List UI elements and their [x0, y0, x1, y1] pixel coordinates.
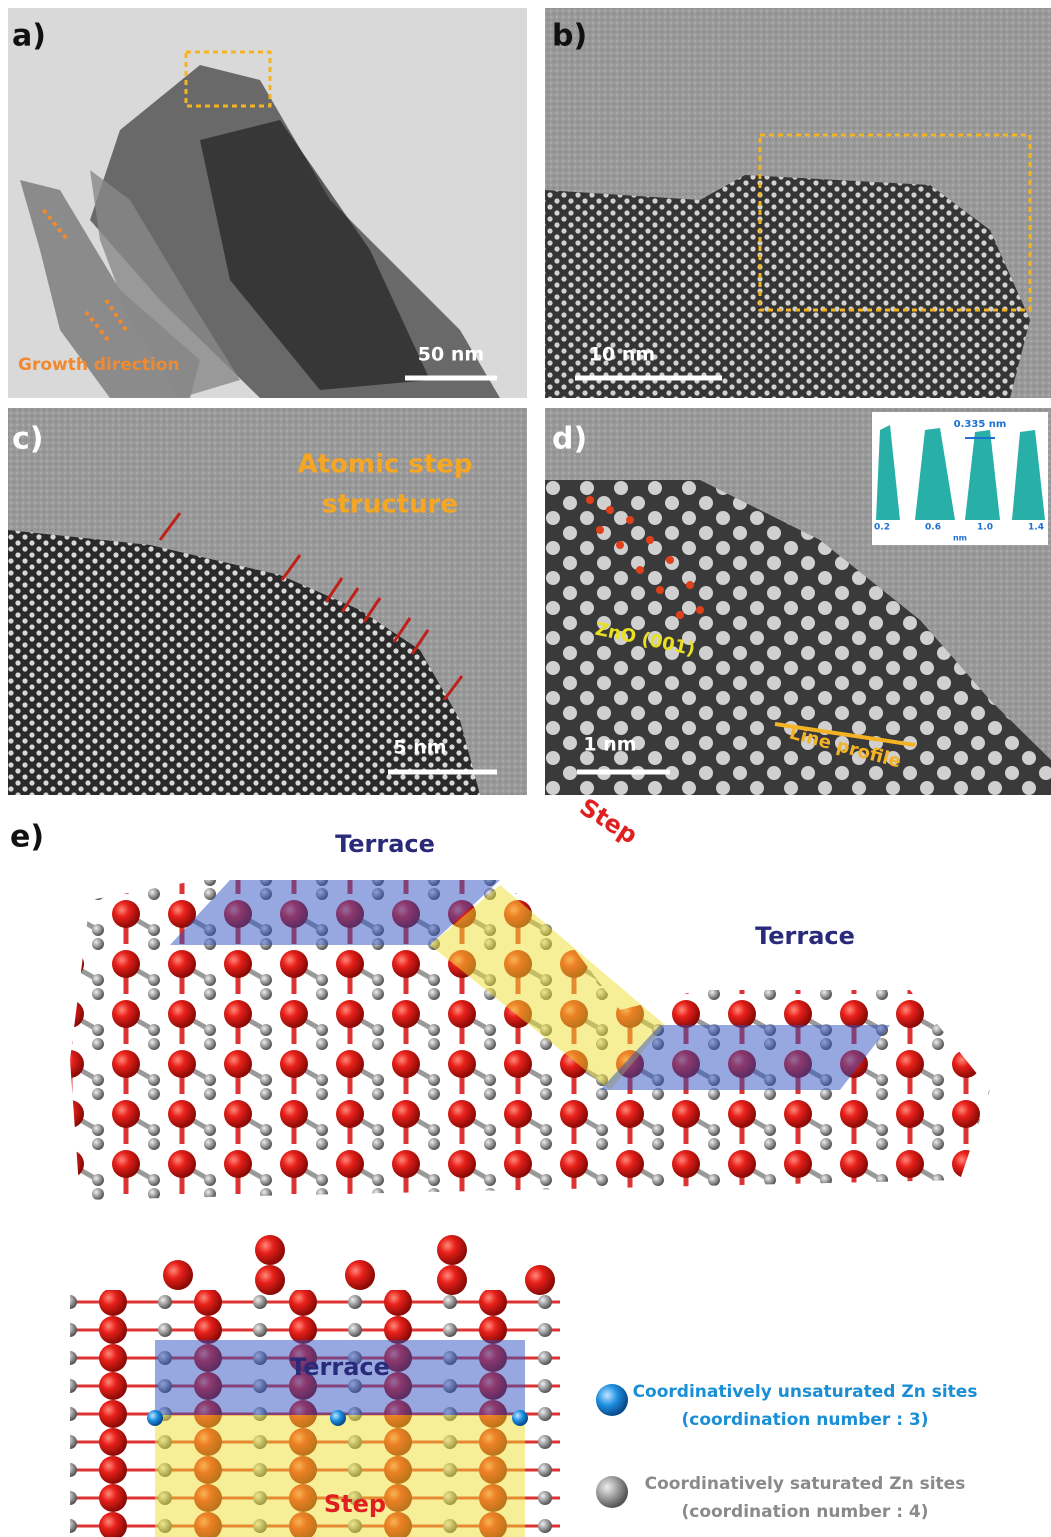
- legend-text: (coordination number : 4): [681, 1502, 928, 1522]
- legend-text: (coordination number : 3): [681, 1410, 928, 1430]
- panel-label: d): [552, 422, 587, 457]
- inset-annotation: 0.335 nm: [954, 419, 1007, 430]
- scale-bar-label: 10 nm: [589, 344, 655, 366]
- inset-tick: 0.6: [925, 523, 941, 533]
- scale-bar-label: 1 nm: [583, 734, 636, 756]
- figure: a) Growth direction 50 nm b) 10 nm c) At…: [0, 0, 1051, 1537]
- top-atoms: [163, 1235, 555, 1295]
- annotation: structure: [322, 490, 458, 520]
- panel-label: b): [552, 19, 587, 54]
- label: Step: [575, 793, 643, 850]
- inset-tick: 0.2: [874, 523, 890, 533]
- legend-text: Coordinatively unsaturated Zn sites: [633, 1382, 978, 1402]
- annotation: Atomic step: [297, 450, 472, 480]
- step-plane: [155, 1415, 525, 1537]
- panel-c: c) Atomic step structure 5 nm: [8, 408, 527, 795]
- panel-label: e): [10, 820, 44, 855]
- scale-bar-label: 5 nm: [393, 737, 446, 759]
- legend-swatch: [596, 1384, 628, 1416]
- inset-unit: nm: [953, 534, 967, 543]
- scale-bar-label: 50 nm: [418, 344, 484, 366]
- panel-b: b) 10 nm: [545, 8, 1051, 398]
- panel-e-top: e) Terrace Step Terrace: [10, 793, 990, 1200]
- label: Terrace: [335, 830, 435, 858]
- panel-a: a) Growth direction 50 nm: [8, 8, 527, 398]
- legend-swatch: [596, 1476, 628, 1508]
- label: Terrace: [755, 922, 855, 950]
- panel-e-bottom: Terrace Step Coordinatively unsaturated …: [70, 1235, 977, 1537]
- panel-d: 0.335 nm 0.2 0.6 1.0 1.4 nm d) ZnO (001)…: [545, 408, 1051, 795]
- label: Terrace: [290, 1353, 390, 1381]
- label: Step: [324, 1490, 386, 1518]
- panel-label: c): [12, 422, 44, 457]
- inset-tick: 1.4: [1028, 523, 1044, 533]
- legend-text: Coordinatively saturated Zn sites: [645, 1474, 966, 1494]
- annotation: Growth direction: [18, 355, 180, 375]
- panel-label: a): [12, 19, 46, 54]
- inset-tick: 1.0: [977, 523, 993, 533]
